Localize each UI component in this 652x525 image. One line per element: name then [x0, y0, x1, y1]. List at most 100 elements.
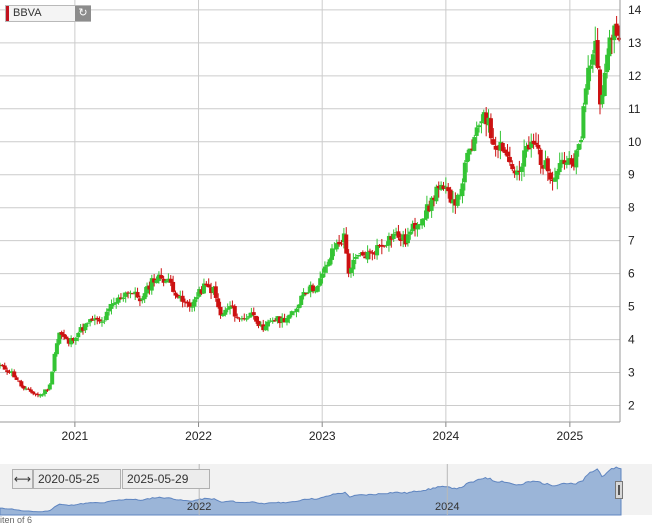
- candle-body: [367, 250, 372, 252]
- ticker-selector[interactable]: BBVA ↻: [5, 5, 91, 22]
- y-tick-label: 3: [628, 366, 635, 380]
- candle-body: [614, 23, 619, 36]
- candle-body: [168, 278, 173, 283]
- candle-body: [432, 197, 436, 200]
- candle-body: [413, 223, 418, 229]
- candle-body: [538, 149, 543, 165]
- range-start-field[interactable]: 2020-05-25: [33, 469, 121, 489]
- candle-body: [43, 389, 48, 394]
- y-tick-label: 7: [628, 234, 635, 248]
- navigator-year-label: 2022: [187, 501, 211, 513]
- candle-body: [128, 292, 133, 294]
- candle-body: [232, 306, 237, 317]
- candle-body: [576, 144, 581, 151]
- candle-body: [424, 204, 429, 219]
- candle-body: [517, 170, 522, 172]
- candle-body: [429, 197, 434, 211]
- candle-body: [209, 287, 214, 294]
- y-tick-label: 5: [628, 300, 635, 314]
- candle-body: [363, 256, 368, 259]
- candle-body: [249, 312, 254, 317]
- candle-body: [289, 311, 294, 316]
- range-end-field[interactable]: 2025-05-29: [122, 469, 210, 489]
- candle-body: [315, 285, 320, 292]
- candle-body: [500, 143, 505, 152]
- candle-body: [439, 184, 444, 190]
- navigator-area: [0, 466, 622, 516]
- candle-body: [21, 385, 26, 389]
- candle-body: [225, 308, 230, 310]
- navigator[interactable]: ⟷ 2020-05-25 2025-05-29: [0, 463, 652, 522]
- candle-body: [356, 254, 361, 257]
- candle-body: [460, 183, 465, 197]
- candle-body: [318, 278, 323, 286]
- candle-body: [109, 304, 114, 309]
- candle-body: [218, 306, 223, 316]
- candle-body: [391, 233, 396, 239]
- candle-body: [135, 292, 140, 298]
- x-tick-label: 2022: [185, 429, 212, 443]
- candle-body: [164, 280, 169, 283]
- candle-body: [382, 245, 387, 247]
- candle-body: [609, 38, 614, 40]
- candle-body: [560, 159, 565, 165]
- candle-body: [562, 160, 567, 164]
- candle-body: [247, 316, 252, 318]
- candle-body: [330, 248, 335, 260]
- candle-body: [275, 316, 280, 322]
- candle-body: [446, 187, 451, 192]
- candle-body: [173, 292, 178, 296]
- candle-body: [450, 199, 455, 204]
- candle-body: [365, 251, 370, 260]
- y-tick-label: 13: [628, 36, 642, 50]
- left-right-arrow-icon[interactable]: ⟷: [12, 469, 33, 489]
- candle-body: [230, 305, 235, 307]
- chart-grid: [0, 0, 620, 422]
- candle-body: [19, 381, 24, 387]
- candle-body: [505, 151, 510, 157]
- candle-body: [223, 309, 228, 315]
- candle-body: [481, 112, 486, 122]
- candle-body: [50, 371, 55, 385]
- candle-body: [242, 318, 247, 320]
- candle-body: [448, 189, 453, 203]
- candle-body: [244, 318, 249, 320]
- candle-body: [45, 389, 50, 391]
- candle-body: [118, 297, 123, 300]
- candle-body: [35, 394, 40, 396]
- candle-body: [213, 286, 218, 298]
- candle-body: [519, 166, 524, 172]
- candle-body: [308, 284, 313, 293]
- candle-body: [386, 235, 391, 246]
- candle-body: [270, 320, 275, 322]
- candle-body: [602, 72, 607, 96]
- candle-body: [7, 371, 12, 373]
- candle-body: [90, 318, 95, 321]
- candle-body: [458, 194, 463, 197]
- candle-body: [16, 380, 21, 382]
- candle-body: [344, 234, 349, 254]
- y-axis: 2 3 4 5 6 7 8 9 10 11 12 13 14: [619, 0, 642, 422]
- candle-body: [159, 275, 164, 279]
- navigator-handle[interactable]: [615, 481, 623, 499]
- candle-body: [26, 388, 31, 390]
- candle-body: [616, 37, 621, 40]
- candle-body: [206, 284, 211, 288]
- candle-body: [299, 295, 304, 305]
- candle-body: [358, 253, 363, 255]
- ticker-symbol: BBVA: [13, 7, 42, 19]
- candle-body: [62, 334, 67, 337]
- candle-body: [313, 291, 318, 293]
- candle-body: [33, 393, 38, 395]
- candle-body: [121, 297, 126, 299]
- candle-body: [301, 292, 306, 297]
- candle-body: [403, 234, 408, 245]
- candle-body: [59, 332, 64, 335]
- candle-body: [254, 315, 259, 322]
- y-tick-label: 6: [628, 267, 635, 281]
- candle-body: [598, 69, 603, 105]
- x-tick-label: 2024: [433, 429, 460, 443]
- refresh-icon[interactable]: ↻: [75, 6, 91, 21]
- candle-body: [474, 127, 479, 136]
- candle-body: [149, 278, 154, 291]
